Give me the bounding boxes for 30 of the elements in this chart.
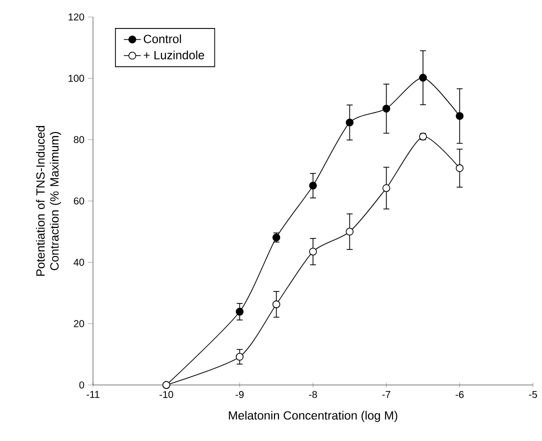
x-tick-label: -5: [529, 391, 538, 398]
y-tick-label: 40: [74, 258, 84, 266]
x-axis-title: Melatonin Concentration (log M): [228, 410, 398, 422]
point: [236, 308, 244, 316]
point: [382, 104, 390, 113]
y-tick-label: 60: [74, 197, 84, 205]
y-axis-title: Potentiation of TNS-Induced Contraction (% Maximum): [36, 126, 62, 276]
x-tick-label: -10: [160, 391, 174, 398]
point: [419, 74, 427, 82]
x-tick-label: -8: [309, 391, 317, 398]
legend-label: Control: [144, 34, 181, 44]
point: [382, 184, 390, 192]
y-tick-label: 120: [68, 13, 84, 21]
point: [309, 248, 317, 256]
y-tick-label: 20: [74, 320, 84, 328]
y-tick-label: 0: [79, 381, 84, 389]
point: [346, 228, 354, 236]
point: [456, 112, 464, 120]
legend-label: + Luzindole: [144, 50, 204, 60]
x-tick-label: -7: [382, 391, 390, 398]
y-tick-label: 100: [68, 74, 84, 82]
point: [236, 352, 244, 361]
x-tick-label: -11: [86, 391, 100, 398]
point: [309, 182, 317, 190]
point: [456, 164, 464, 172]
point: [272, 300, 280, 308]
x-tick-label: -9: [236, 391, 244, 398]
x-tick-label: -6: [456, 391, 464, 398]
point: [346, 118, 354, 126]
y-tick-label: 80: [74, 136, 84, 144]
